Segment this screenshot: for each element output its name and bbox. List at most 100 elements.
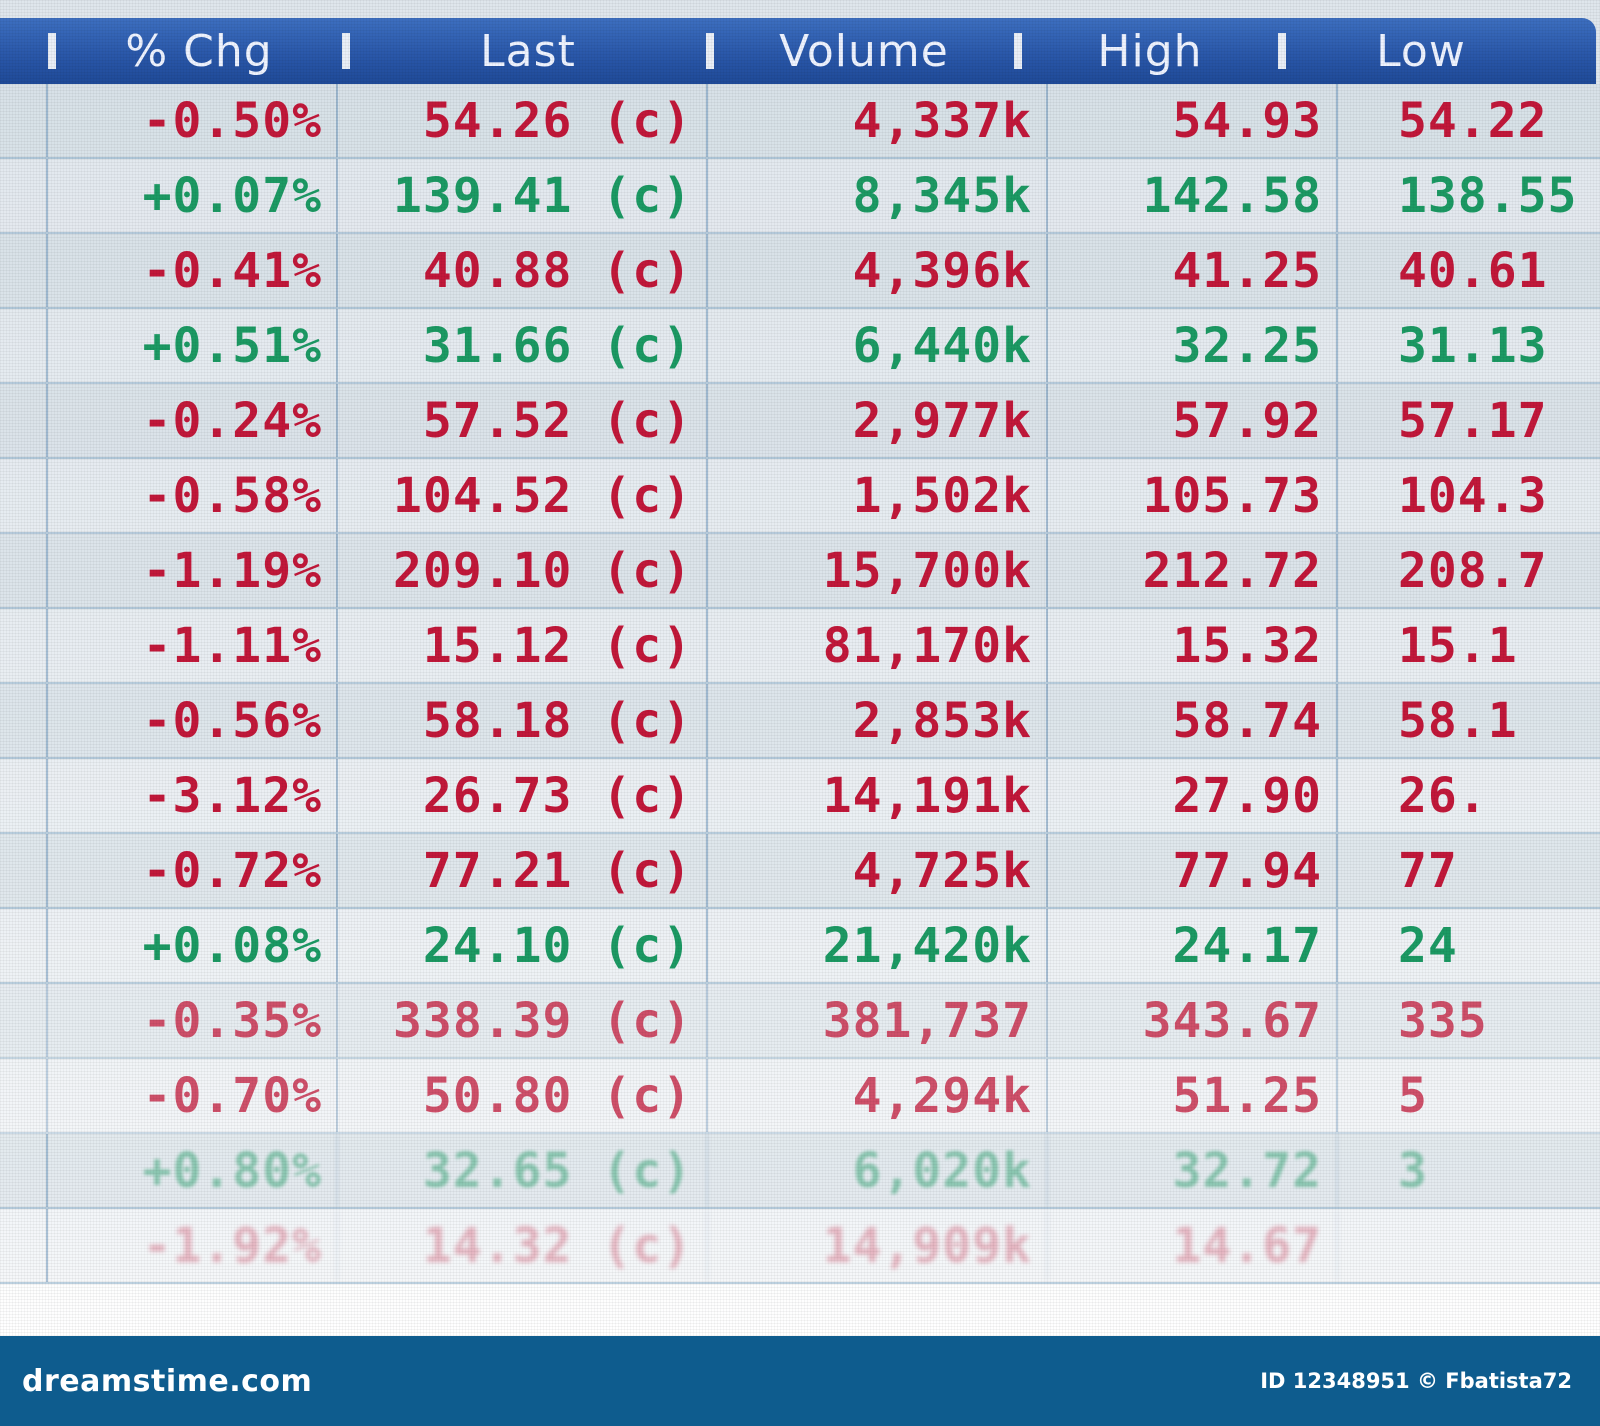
low-cell: 15.1 xyxy=(1398,617,1518,674)
low-cell: 3 xyxy=(1398,1142,1428,1199)
volume-cell: 6,020k xyxy=(708,1134,1048,1207)
row-lead-cell xyxy=(0,534,48,607)
table-row[interactable]: -0.58% 104.52 (c) 1,502k 105.73 104.3 xyxy=(0,459,1600,534)
row-lead-cell xyxy=(0,759,48,832)
table-row[interactable]: -0.35% 338.39 (c) 381,737 343.67 335 xyxy=(0,984,1600,1059)
high-cell: 51.25 xyxy=(1048,1059,1338,1132)
footer-bar: dreamstime.com ID 12348951 © Fbatista72 xyxy=(0,1336,1600,1426)
high-cell: 15.32 xyxy=(1048,609,1338,682)
last-cell: 57.52 (c) xyxy=(338,384,708,457)
volume-cell: 14,191k xyxy=(708,759,1048,832)
high-cell: 57.92 xyxy=(1048,384,1338,457)
pct-change-cell: +0.08% xyxy=(48,909,338,982)
volume-cell: 21,420k xyxy=(708,909,1048,982)
low-cell: 335 xyxy=(1398,992,1488,1049)
last-cell: 139.41 (c) xyxy=(338,159,708,232)
high-cell: 14.67 xyxy=(1048,1209,1338,1282)
volume-cell: 6,440k xyxy=(708,309,1048,382)
column-divider xyxy=(1278,33,1286,69)
column-divider xyxy=(1014,33,1022,69)
table-row[interactable]: -0.24% 57.52 (c) 2,977k 57.92 57.17 xyxy=(0,384,1600,459)
low-cell: 24 xyxy=(1398,917,1458,974)
column-divider xyxy=(48,33,56,69)
volume-cell: 8,345k xyxy=(708,159,1048,232)
volume-cell: 4,725k xyxy=(708,834,1048,907)
volume-cell: 14,909k xyxy=(708,1209,1048,1282)
row-lead-cell xyxy=(0,684,48,757)
low-cell: 54.22 xyxy=(1398,92,1548,149)
row-lead-cell xyxy=(0,459,48,532)
pct-change-cell: -1.92% xyxy=(48,1209,338,1282)
header-last[interactable]: Last xyxy=(480,25,576,77)
brand-logo-text: dreamstime.com xyxy=(22,1363,313,1399)
last-cell: 77.21 (c) xyxy=(338,834,708,907)
pct-change-cell: -1.19% xyxy=(48,534,338,607)
high-cell: 105.73 xyxy=(1048,459,1338,532)
row-lead-cell xyxy=(0,609,48,682)
last-cell: 58.18 (c) xyxy=(338,684,708,757)
row-lead-cell xyxy=(0,159,48,232)
low-cell: 5 xyxy=(1398,1067,1428,1124)
high-cell: 32.25 xyxy=(1048,309,1338,382)
low-cell: 208.7 xyxy=(1398,542,1548,599)
pct-change-cell: -0.41% xyxy=(48,234,338,307)
table-row[interactable]: +0.80% 32.65 (c) 6,020k 32.72 3 xyxy=(0,1134,1600,1209)
table-row[interactable]: -1.11% 15.12 (c) 81,170k 15.32 15.1 xyxy=(0,609,1600,684)
row-lead-cell xyxy=(0,909,48,982)
table-row[interactable]: -3.12% 26.73 (c) 14,191k 27.90 26. xyxy=(0,759,1600,834)
high-cell: 343.67 xyxy=(1048,984,1338,1057)
row-lead-cell xyxy=(0,1134,48,1207)
last-cell: 26.73 (c) xyxy=(338,759,708,832)
last-cell: 24.10 (c) xyxy=(338,909,708,982)
last-cell: 50.80 (c) xyxy=(338,1059,708,1132)
table-row[interactable]: -1.92% 14.32 (c) 14,909k 14.67 xyxy=(0,1209,1600,1284)
last-cell: 14.32 (c) xyxy=(338,1209,708,1282)
volume-cell: 1,502k xyxy=(708,459,1048,532)
last-cell: 104.52 (c) xyxy=(338,459,708,532)
pct-change-cell: -0.70% xyxy=(48,1059,338,1132)
high-cell: 77.94 xyxy=(1048,834,1338,907)
high-cell: 212.72 xyxy=(1048,534,1338,607)
volume-cell: 15,700k xyxy=(708,534,1048,607)
high-cell: 58.74 xyxy=(1048,684,1338,757)
last-cell: 209.10 (c) xyxy=(338,534,708,607)
table-row[interactable]: +0.51% 31.66 (c) 6,440k 32.25 31.13 xyxy=(0,309,1600,384)
volume-cell: 381,737 xyxy=(708,984,1048,1057)
low-cell: 57.17 xyxy=(1398,392,1548,449)
table-row[interactable]: -0.72% 77.21 (c) 4,725k 77.94 77 xyxy=(0,834,1600,909)
header-pct-change[interactable]: % Chg xyxy=(125,25,273,77)
volume-cell: 4,337k xyxy=(708,84,1048,157)
high-cell: 27.90 xyxy=(1048,759,1338,832)
low-cell: 77 xyxy=(1398,842,1458,899)
row-lead-cell xyxy=(0,309,48,382)
header-high[interactable]: High xyxy=(1097,25,1203,77)
row-lead-cell xyxy=(0,984,48,1057)
high-cell: 32.72 xyxy=(1048,1134,1338,1207)
high-cell: 142.58 xyxy=(1048,159,1338,232)
column-divider xyxy=(342,33,350,69)
last-cell: 31.66 (c) xyxy=(338,309,708,382)
table-row[interactable]: +0.07% 139.41 (c) 8,345k 142.58 138.55 xyxy=(0,159,1600,234)
row-lead-cell xyxy=(0,84,48,157)
row-lead-cell xyxy=(0,234,48,307)
volume-cell: 2,853k xyxy=(708,684,1048,757)
quotes-table: -0.50% 54.26 (c) 4,337k 54.93 54.22 +0.07% 139… xyxy=(0,84,1600,1284)
last-cell: 32.65 (c) xyxy=(338,1134,708,1207)
table-row[interactable]: -0.41% 40.88 (c) 4,396k 41.25 40.61 xyxy=(0,234,1600,309)
table-row[interactable]: -0.56% 58.18 (c) 2,853k 58.74 58.1 xyxy=(0,684,1600,759)
low-cell: 104.3 xyxy=(1398,467,1548,524)
last-cell: 54.26 (c) xyxy=(338,84,708,157)
pct-change-cell: -1.11% xyxy=(48,609,338,682)
pct-change-cell: -0.72% xyxy=(48,834,338,907)
table-row[interactable]: -0.50% 54.26 (c) 4,337k 54.93 54.22 xyxy=(0,84,1600,159)
high-cell: 54.93 xyxy=(1048,84,1338,157)
header-volume[interactable]: Volume xyxy=(779,25,949,77)
header-low[interactable]: Low xyxy=(1376,25,1466,77)
pct-change-cell: -0.24% xyxy=(48,384,338,457)
last-cell: 40.88 (c) xyxy=(338,234,708,307)
table-row[interactable]: -0.70% 50.80 (c) 4,294k 51.25 5 xyxy=(0,1059,1600,1134)
table-row[interactable]: -1.19% 209.10 (c) 15,700k 212.72 208.7 xyxy=(0,534,1600,609)
table-row[interactable]: +0.08% 24.10 (c) 21,420k 24.17 24 xyxy=(0,909,1600,984)
row-lead-cell xyxy=(0,384,48,457)
pct-change-cell: -0.56% xyxy=(48,684,338,757)
